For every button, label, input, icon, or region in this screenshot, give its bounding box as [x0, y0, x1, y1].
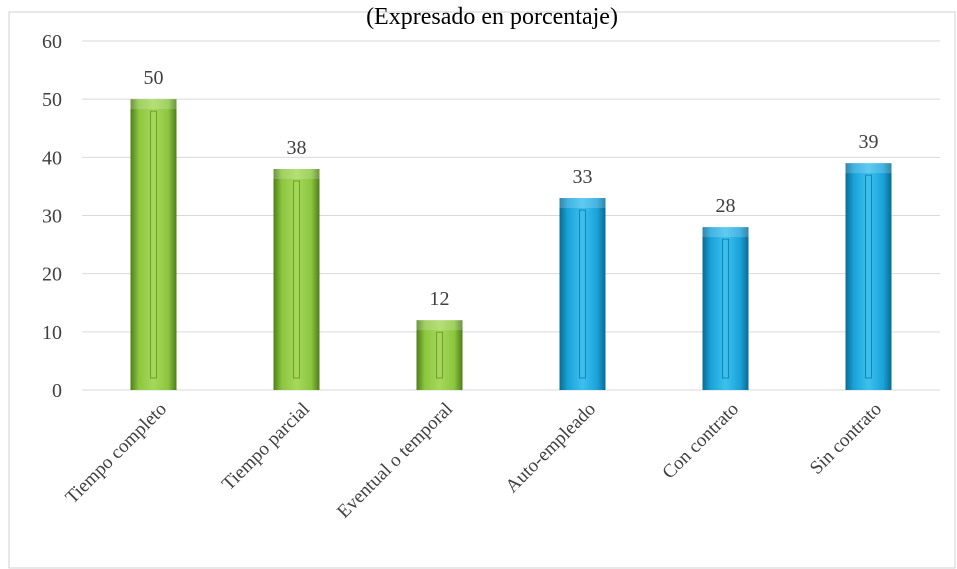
data-label: 50 — [144, 67, 164, 89]
y-tick-label: 40 — [42, 147, 62, 169]
bar-bevel — [702, 227, 749, 238]
x-tick-label: Auto-empleado — [502, 399, 600, 497]
bars — [130, 99, 892, 391]
bar-4 — [559, 198, 606, 390]
gridlines — [82, 40, 940, 391]
y-tick-label: 20 — [42, 264, 62, 286]
bar-5 — [702, 227, 749, 390]
bar-3 — [416, 320, 463, 390]
bar-body — [273, 168, 320, 390]
x-tick-label: Sin contrato — [806, 399, 886, 479]
bar-body — [559, 198, 606, 390]
bar-groove — [579, 209, 586, 379]
bar-bevel — [845, 163, 892, 174]
bar-body — [416, 320, 463, 390]
bar-groove — [293, 180, 300, 379]
bar-body — [702, 227, 749, 390]
x-axis: Tiempo completo Tiempo parcial Eventual o … — [62, 399, 887, 523]
chart-title: (Expresado en porcentaje) — [366, 4, 618, 30]
bar-bevel — [130, 99, 177, 110]
x-tick-label: Eventual o temporal — [333, 399, 457, 523]
data-label: 33 — [573, 166, 593, 188]
bar-bevel — [273, 168, 320, 179]
data-labels: 50 38 12 33 28 39 — [144, 67, 879, 310]
y-tick-label: 30 — [42, 206, 62, 228]
data-label: 28 — [716, 195, 736, 217]
bar-bevel — [559, 198, 606, 209]
y-tick-label: 60 — [42, 31, 62, 53]
x-tick-label: Tiempo completo — [62, 399, 172, 509]
data-label: 39 — [859, 131, 879, 153]
bar-groove — [865, 174, 872, 379]
bar-bevel — [416, 320, 463, 331]
data-label: 38 — [287, 137, 307, 159]
y-axis: 0 10 20 30 40 50 60 — [42, 31, 62, 402]
bar-1 — [130, 99, 177, 391]
x-tick-label: Con contrato — [658, 399, 743, 484]
chart-border — [8, 11, 956, 569]
bar-groove — [722, 238, 729, 379]
data-label: 12 — [430, 288, 450, 310]
bar-groove — [436, 331, 443, 379]
y-tick-label: 0 — [52, 380, 62, 402]
bar-2 — [273, 168, 320, 390]
bar-6 — [845, 163, 892, 390]
y-tick-label: 50 — [42, 89, 62, 111]
y-tick-label: 10 — [42, 322, 62, 344]
bar-body — [130, 99, 177, 391]
bar-groove — [150, 110, 157, 379]
x-tick-label: Tiempo parcial — [218, 399, 314, 495]
bar-body — [845, 163, 892, 390]
